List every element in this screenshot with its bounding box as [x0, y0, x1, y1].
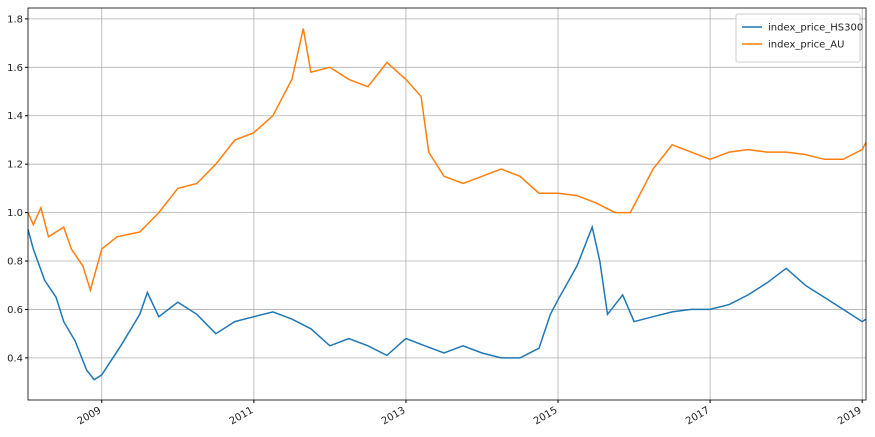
legend-label: index_price_AU [768, 40, 844, 51]
x-tick-label: 2013 [380, 405, 408, 427]
legend: index_price_HS300 index_price_AU [735, 13, 863, 63]
line-series [27, 224, 867, 381]
x-tick-label: 2015 [532, 405, 560, 427]
y-tick-label: 1.6 [7, 63, 23, 74]
y-tick-label: 0.8 [7, 257, 23, 268]
line-series [27, 28, 867, 293]
x-tick-label: 2017 [684, 405, 712, 427]
y-tick-label: 0.4 [7, 353, 23, 364]
x-tick-label: 2019 [836, 405, 864, 427]
y-tick-label: 1.8 [7, 14, 23, 25]
y-tick-label: 1.2 [7, 160, 23, 171]
legend-box [735, 13, 861, 63]
legend-label: index_price_HS300 [768, 23, 863, 34]
x-tick-label: 2009 [76, 405, 104, 427]
y-tick-label: 0.6 [7, 305, 23, 316]
x-tick-label: 2011 [228, 405, 256, 427]
plot-frame [27, 7, 867, 401]
y-tick-label: 1.4 [7, 111, 23, 122]
y-tick-label: 1.0 [7, 208, 23, 219]
